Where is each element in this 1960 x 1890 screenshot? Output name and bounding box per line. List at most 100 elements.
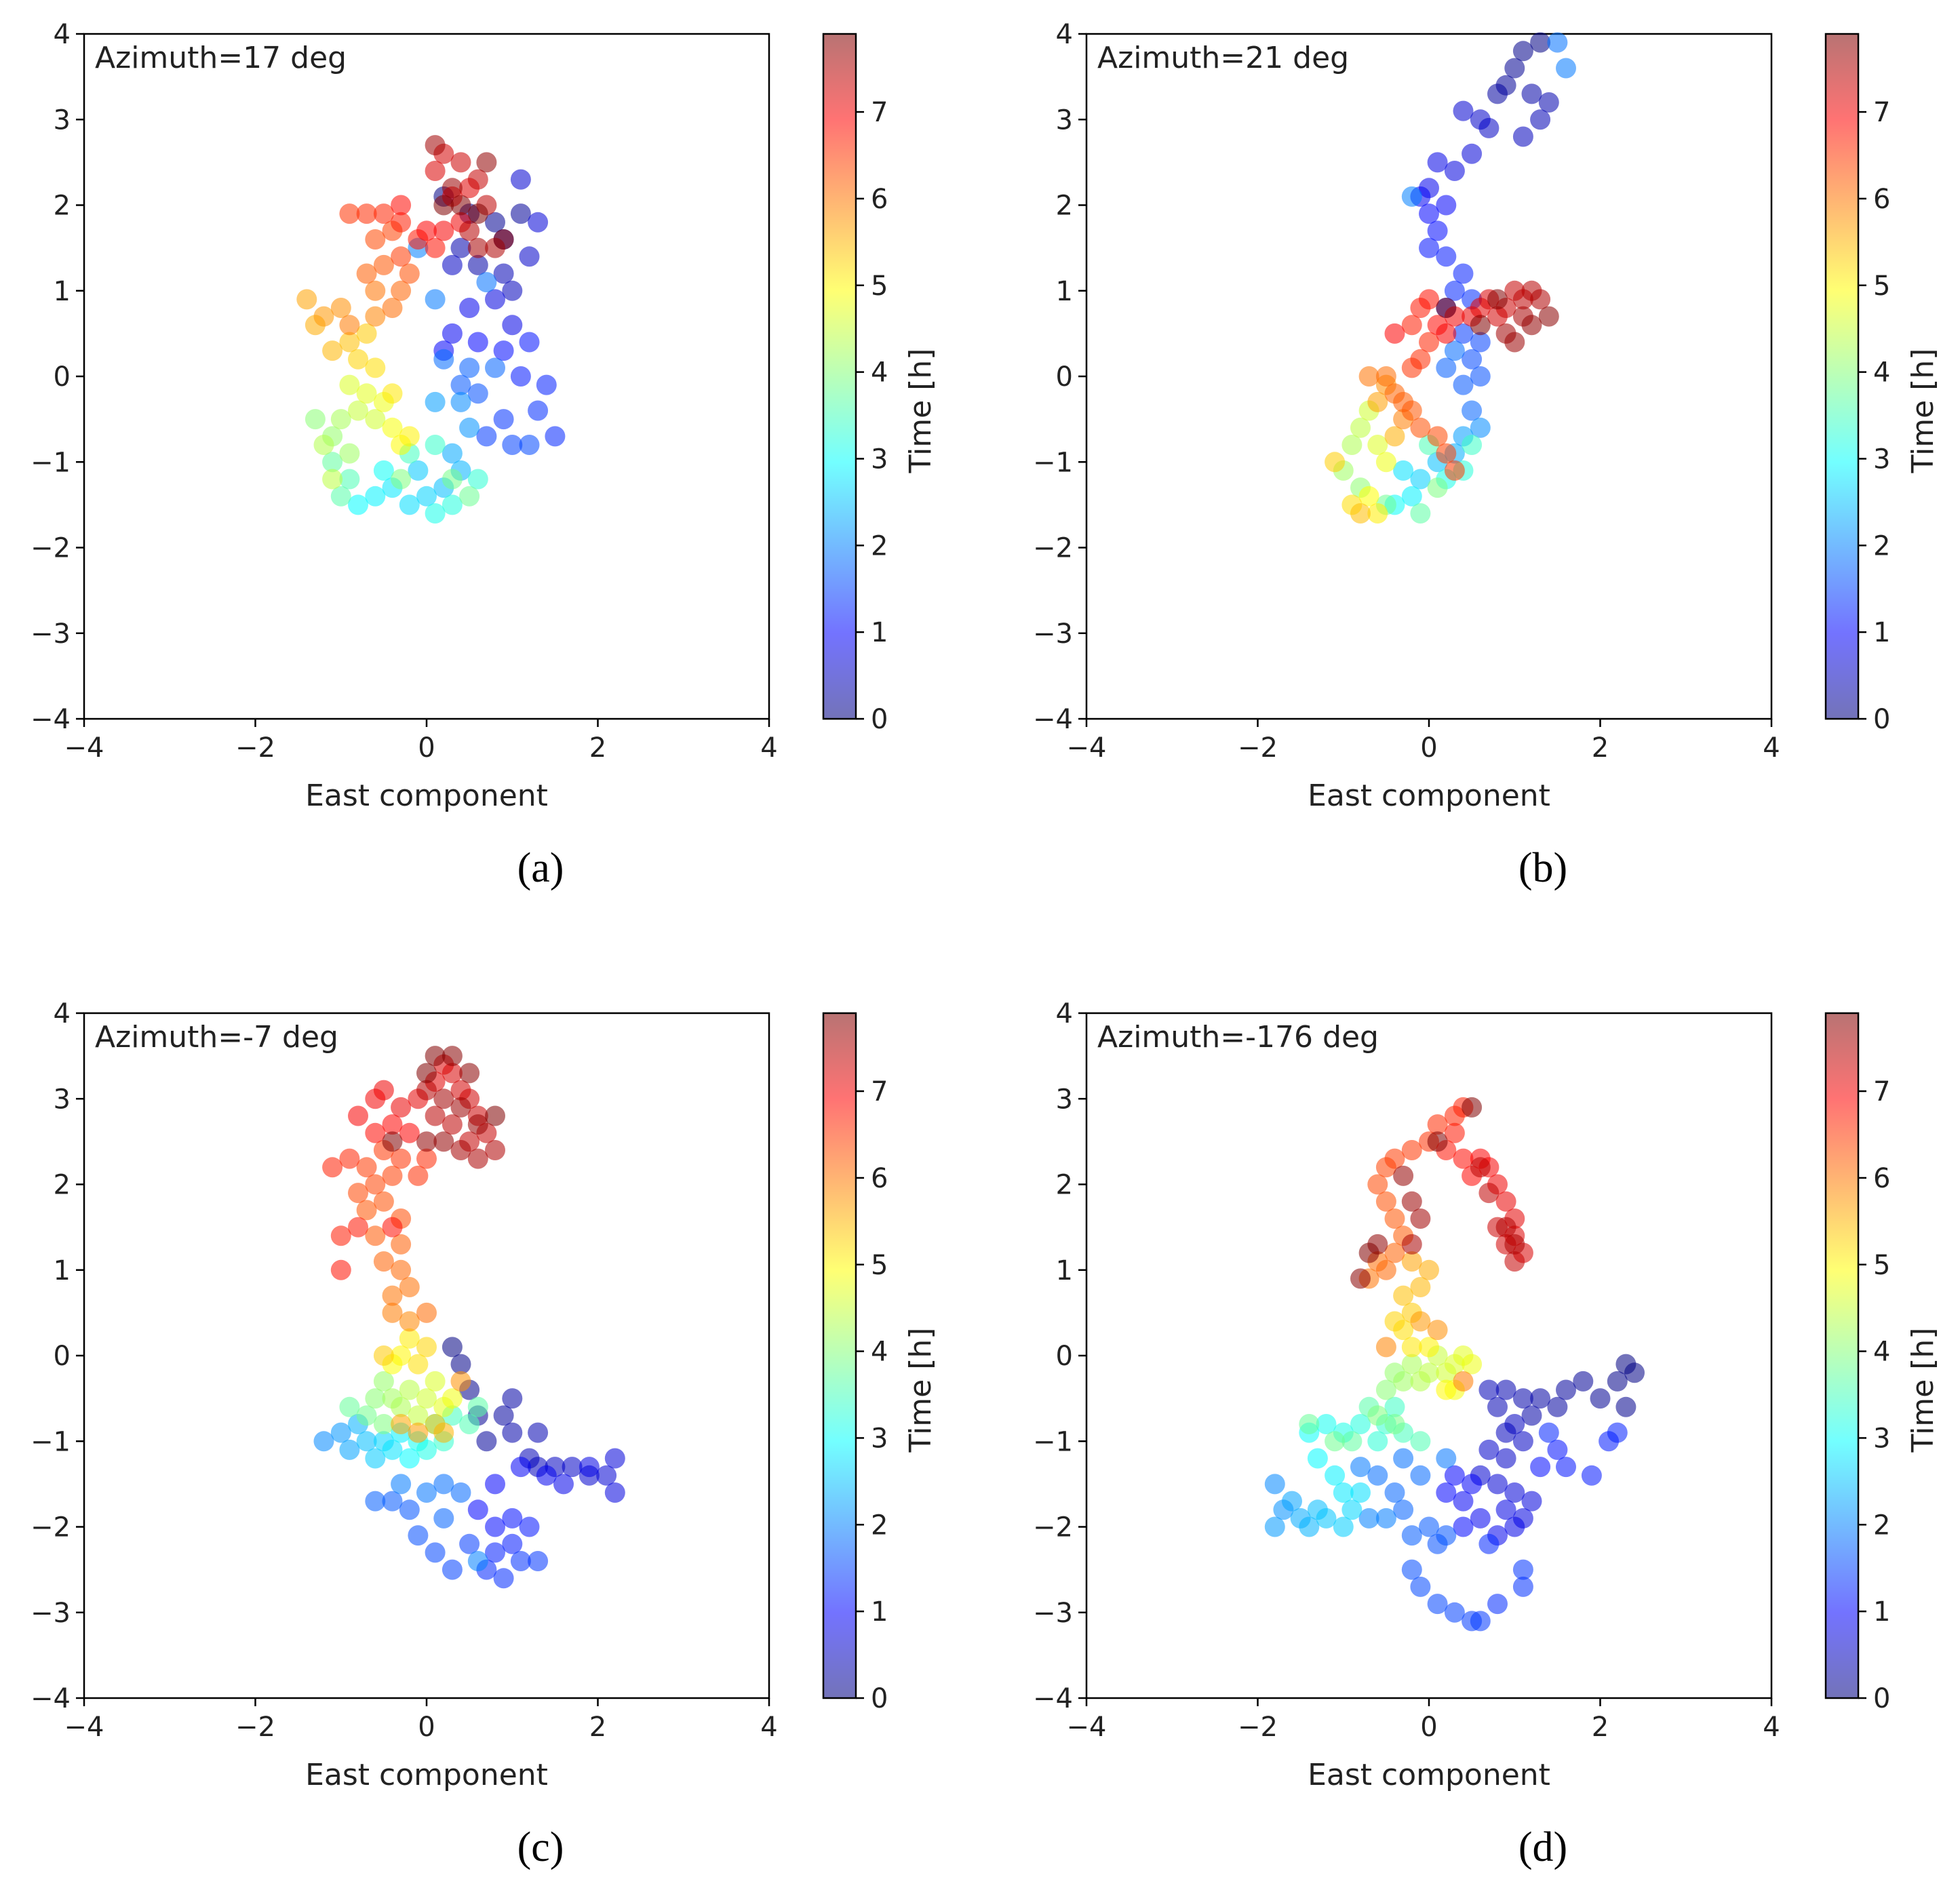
data-point: [382, 298, 403, 318]
data-point: [442, 1114, 463, 1135]
data-point: [1462, 1354, 1483, 1375]
data-point: [391, 1345, 412, 1366]
data-point: [425, 161, 446, 181]
data-point: [442, 494, 463, 515]
data-point: [493, 229, 514, 250]
azimuth-annotation: Azimuth=21 deg: [1097, 41, 1349, 75]
data-point: [382, 417, 403, 438]
data-point: [1341, 1431, 1363, 1452]
data-point: [1556, 58, 1576, 79]
colorbar-tick-label: 7: [871, 1076, 888, 1107]
data-point: [365, 1174, 386, 1195]
data-point: [1419, 237, 1439, 258]
data-point: [365, 306, 386, 327]
data-point: [399, 1122, 420, 1143]
x-tick-label: 0: [1420, 732, 1437, 764]
data-point: [485, 1105, 505, 1126]
data-point: [1401, 400, 1422, 421]
data-point: [425, 237, 446, 258]
data-point: [450, 374, 471, 395]
data-point: [442, 254, 463, 275]
data-point: [1427, 1131, 1448, 1152]
y-tick-label: 4: [1056, 998, 1073, 1029]
data-point: [373, 1414, 394, 1434]
data-point: [1401, 1191, 1422, 1212]
data-point: [373, 1191, 394, 1212]
data-point: [425, 1046, 446, 1067]
y-tick-label: 2: [1056, 191, 1073, 222]
data-point: [1410, 417, 1431, 438]
data-point: [467, 1396, 488, 1417]
colorbar-tick-label: 6: [1873, 184, 1890, 215]
data-point: [450, 1140, 471, 1160]
data-point: [1375, 1379, 1396, 1400]
data-point: [356, 323, 377, 344]
data-point: [1444, 1602, 1465, 1623]
data-point: [365, 409, 386, 430]
colorbar-tick-label: 3: [871, 1423, 888, 1454]
data-point: [1495, 1499, 1516, 1520]
data-point: [1530, 1457, 1551, 1478]
data-point: [1504, 1482, 1525, 1503]
data-point: [1375, 1508, 1396, 1529]
data-point: [1384, 426, 1405, 447]
y-tick-label: 3: [1056, 104, 1073, 136]
data-point: [373, 1080, 394, 1101]
data-point: [348, 400, 368, 421]
data-point: [382, 1491, 403, 1512]
data-point: [1462, 349, 1483, 370]
data-point: [416, 1063, 437, 1084]
data-point: [1358, 486, 1379, 507]
data-point: [348, 349, 368, 370]
data-point: [1504, 58, 1525, 79]
data-point: [399, 1379, 420, 1400]
data-point: [1573, 1371, 1594, 1392]
data-point: [519, 1516, 540, 1537]
data-point: [1410, 503, 1431, 524]
data-point: [1401, 1140, 1422, 1160]
data-point: [1607, 1422, 1628, 1443]
data-point: [1393, 1165, 1414, 1186]
data-point: [485, 1474, 505, 1495]
data-point: [1495, 1379, 1516, 1400]
x-tick-label: 2: [1592, 1712, 1609, 1743]
azimuth-annotation: Azimuth=-176 deg: [1097, 1020, 1379, 1055]
data-point: [1325, 1431, 1346, 1452]
data-point: [1462, 435, 1483, 455]
data-point: [1470, 417, 1491, 438]
data-point: [493, 263, 514, 284]
colorbar-label: Time [h]: [1906, 1328, 1940, 1453]
data-point: [596, 1465, 617, 1486]
data-point: [1384, 1482, 1405, 1503]
x-tick-label: −2: [235, 732, 275, 764]
data-point: [510, 1551, 531, 1571]
y-tick-label: 0: [1056, 1341, 1073, 1372]
data-point: [485, 1516, 505, 1537]
data-point: [1384, 1414, 1405, 1434]
data-point: [1264, 1516, 1285, 1537]
data-point: [391, 1234, 412, 1255]
y-tick-label: 1: [54, 276, 71, 307]
data-point: [330, 486, 351, 507]
data-point: [1453, 1371, 1474, 1392]
data-point: [1556, 1457, 1576, 1478]
data-point: [1358, 1242, 1379, 1263]
data-point: [1367, 503, 1388, 524]
azimuth-annotation: Azimuth=-7 deg: [95, 1020, 338, 1055]
data-point: [416, 220, 437, 241]
data-point: [425, 1105, 446, 1126]
data-point: [373, 254, 394, 275]
data-point: [1401, 1354, 1422, 1375]
data-point: [502, 1388, 523, 1409]
y-tick-label: −3: [31, 618, 71, 650]
data-point: [416, 486, 437, 507]
data-point: [510, 203, 531, 224]
data-point: [339, 469, 360, 490]
data-point: [416, 1337, 437, 1358]
colorbar-tick-label: 0: [1873, 704, 1890, 735]
data-point: [330, 298, 351, 318]
data-point: [433, 349, 454, 370]
panel-1: −4 −2 0 2 4 −4 −3 −2 −1 0 1 2 3 4 Azimuth=17 deg East c…: [31, 19, 938, 891]
data-point: [399, 1311, 420, 1332]
colorbar-tick-label: 4: [871, 1337, 888, 1368]
